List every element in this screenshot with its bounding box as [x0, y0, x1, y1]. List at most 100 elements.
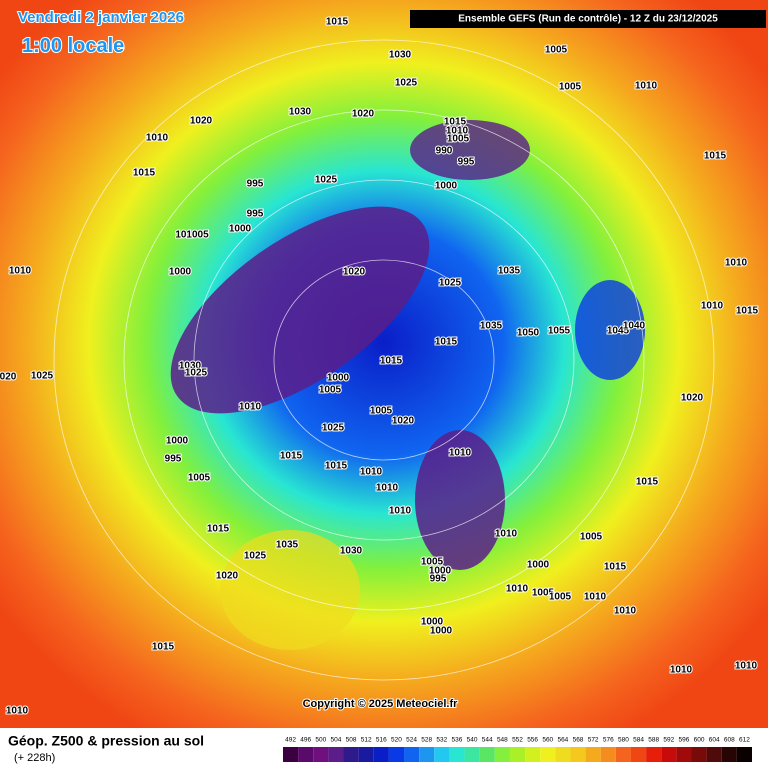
- pressure-label: 1010: [584, 592, 607, 603]
- pressure-label: 995: [430, 574, 447, 585]
- pressure-label: 1000: [435, 181, 458, 192]
- pressure-label: 1010: [449, 448, 472, 459]
- scale-swatch: [585, 747, 601, 762]
- pressure-label: 1005: [188, 473, 211, 484]
- legend-subtitle: (+ 228h): [14, 752, 55, 764]
- pressure-label: 1025: [31, 371, 54, 382]
- trough: [415, 430, 505, 570]
- pressure-label: 1015: [736, 306, 759, 317]
- scale-label: 516: [376, 737, 387, 744]
- pressure-label: 1020: [343, 267, 366, 278]
- pressure-label: 995: [247, 179, 264, 190]
- pressure-label: 995: [458, 157, 475, 168]
- pressure-label: 1035: [498, 266, 521, 277]
- pressure-label: 020: [0, 372, 17, 383]
- scale-label: 528: [421, 737, 432, 744]
- pressure-label: 1000: [169, 267, 192, 278]
- pressure-label: 1030: [389, 50, 412, 61]
- scale-swatch: [555, 747, 571, 762]
- scale-swatch: [600, 747, 616, 762]
- scale-label: 548: [497, 737, 508, 744]
- pressure-label: 1000: [429, 566, 452, 577]
- scale-swatch: [646, 747, 662, 762]
- pressure-label: 1030: [340, 546, 363, 557]
- scale-label: 504: [331, 737, 342, 744]
- scale-swatch: [630, 747, 647, 762]
- scale-label: 584: [633, 737, 644, 744]
- pressure-label: 1015: [636, 477, 659, 488]
- pressure-label: 1000: [430, 626, 453, 637]
- color-scale: 492 496 500 504 508 512 516 520 524 528 532 536 540 5…: [283, 737, 752, 762]
- scale-swatch: [434, 747, 450, 762]
- scale-label: 524: [406, 737, 417, 744]
- pressure-label: 1005: [549, 592, 572, 603]
- pressure-label: 1000: [229, 224, 252, 235]
- scale-label: 604: [709, 737, 720, 744]
- scale-swatch: [691, 747, 707, 762]
- pressure-label: 1025: [315, 175, 338, 186]
- pressure-label: 1015: [435, 337, 458, 348]
- scale-swatch: [388, 747, 405, 762]
- pressure-label: 1015: [207, 524, 230, 535]
- pressure-label: 1005: [559, 82, 582, 93]
- pressure-label: 1015: [604, 562, 627, 573]
- pressure-label: 1005: [580, 532, 603, 543]
- scale-swatch: [721, 747, 737, 762]
- pressure-label: 1045: [607, 326, 630, 337]
- model-banner: [410, 10, 766, 28]
- scale-swatch: [540, 747, 556, 762]
- isobar: [193, 179, 575, 541]
- scale-swatch: [479, 747, 495, 762]
- pressure-label: 1015: [704, 151, 727, 162]
- pressure-label: 1010: [735, 661, 758, 672]
- scale-label: 552: [512, 737, 523, 744]
- pressure-label: 1005: [319, 385, 342, 396]
- pressure-label: 1000: [421, 617, 444, 628]
- scale-swatch: [525, 747, 541, 762]
- pressure-label: 1025: [322, 423, 345, 434]
- pressure-label: 101005: [175, 230, 209, 241]
- scale-swatch: [343, 747, 359, 762]
- scale-label: 572: [588, 737, 599, 744]
- scale-swatch: [509, 747, 526, 762]
- scale-label: 500: [315, 737, 326, 744]
- pressure-label: 1000: [327, 373, 350, 384]
- legend-title: Géop. Z500 & pression au sol: [8, 733, 204, 749]
- pressure-label: 1010: [506, 584, 529, 595]
- pressure-label: 1035: [480, 321, 503, 332]
- pressure-label: 1020: [681, 393, 704, 404]
- scale-label: 512: [361, 737, 372, 744]
- scale-label: 568: [573, 737, 584, 744]
- pressure-label: 1010: [389, 506, 412, 517]
- pressure-label: 1010: [239, 402, 262, 413]
- pressure-label: 1015: [152, 642, 175, 653]
- isobar: [53, 39, 715, 681]
- pressure-label: 1015: [380, 356, 403, 367]
- pressure-label: 1015: [133, 168, 156, 179]
- pressure-label: 1025: [439, 278, 462, 289]
- scale-label: 496: [300, 737, 311, 744]
- scale-swatch: [464, 747, 480, 762]
- scale-label: 544: [482, 737, 493, 744]
- scale-label: 608: [724, 737, 735, 744]
- model-info: Ensemble GEFS (Run de contrôle) - 12 Z d…: [458, 14, 718, 25]
- scale-label: 492: [285, 737, 296, 744]
- scale-label: 536: [452, 737, 463, 744]
- scale-swatch: [661, 747, 677, 762]
- scale-swatch: [494, 747, 510, 762]
- scale-swatch: [283, 747, 299, 762]
- scale-swatch: [570, 747, 586, 762]
- trough: [170, 206, 430, 414]
- scale-label: 564: [557, 737, 568, 744]
- scale-swatch: [676, 747, 692, 762]
- pressure-label: 990: [436, 146, 453, 157]
- ridge: [220, 530, 360, 650]
- pressure-label: 1025: [395, 78, 418, 89]
- copyright: Copyright © 2025 Meteociel.fr: [303, 698, 459, 710]
- scale-label: 596: [678, 737, 689, 744]
- pressure-label: 1020: [352, 109, 375, 120]
- isobars: [53, 39, 715, 681]
- trough: [410, 120, 530, 180]
- scale-swatch: [328, 747, 344, 762]
